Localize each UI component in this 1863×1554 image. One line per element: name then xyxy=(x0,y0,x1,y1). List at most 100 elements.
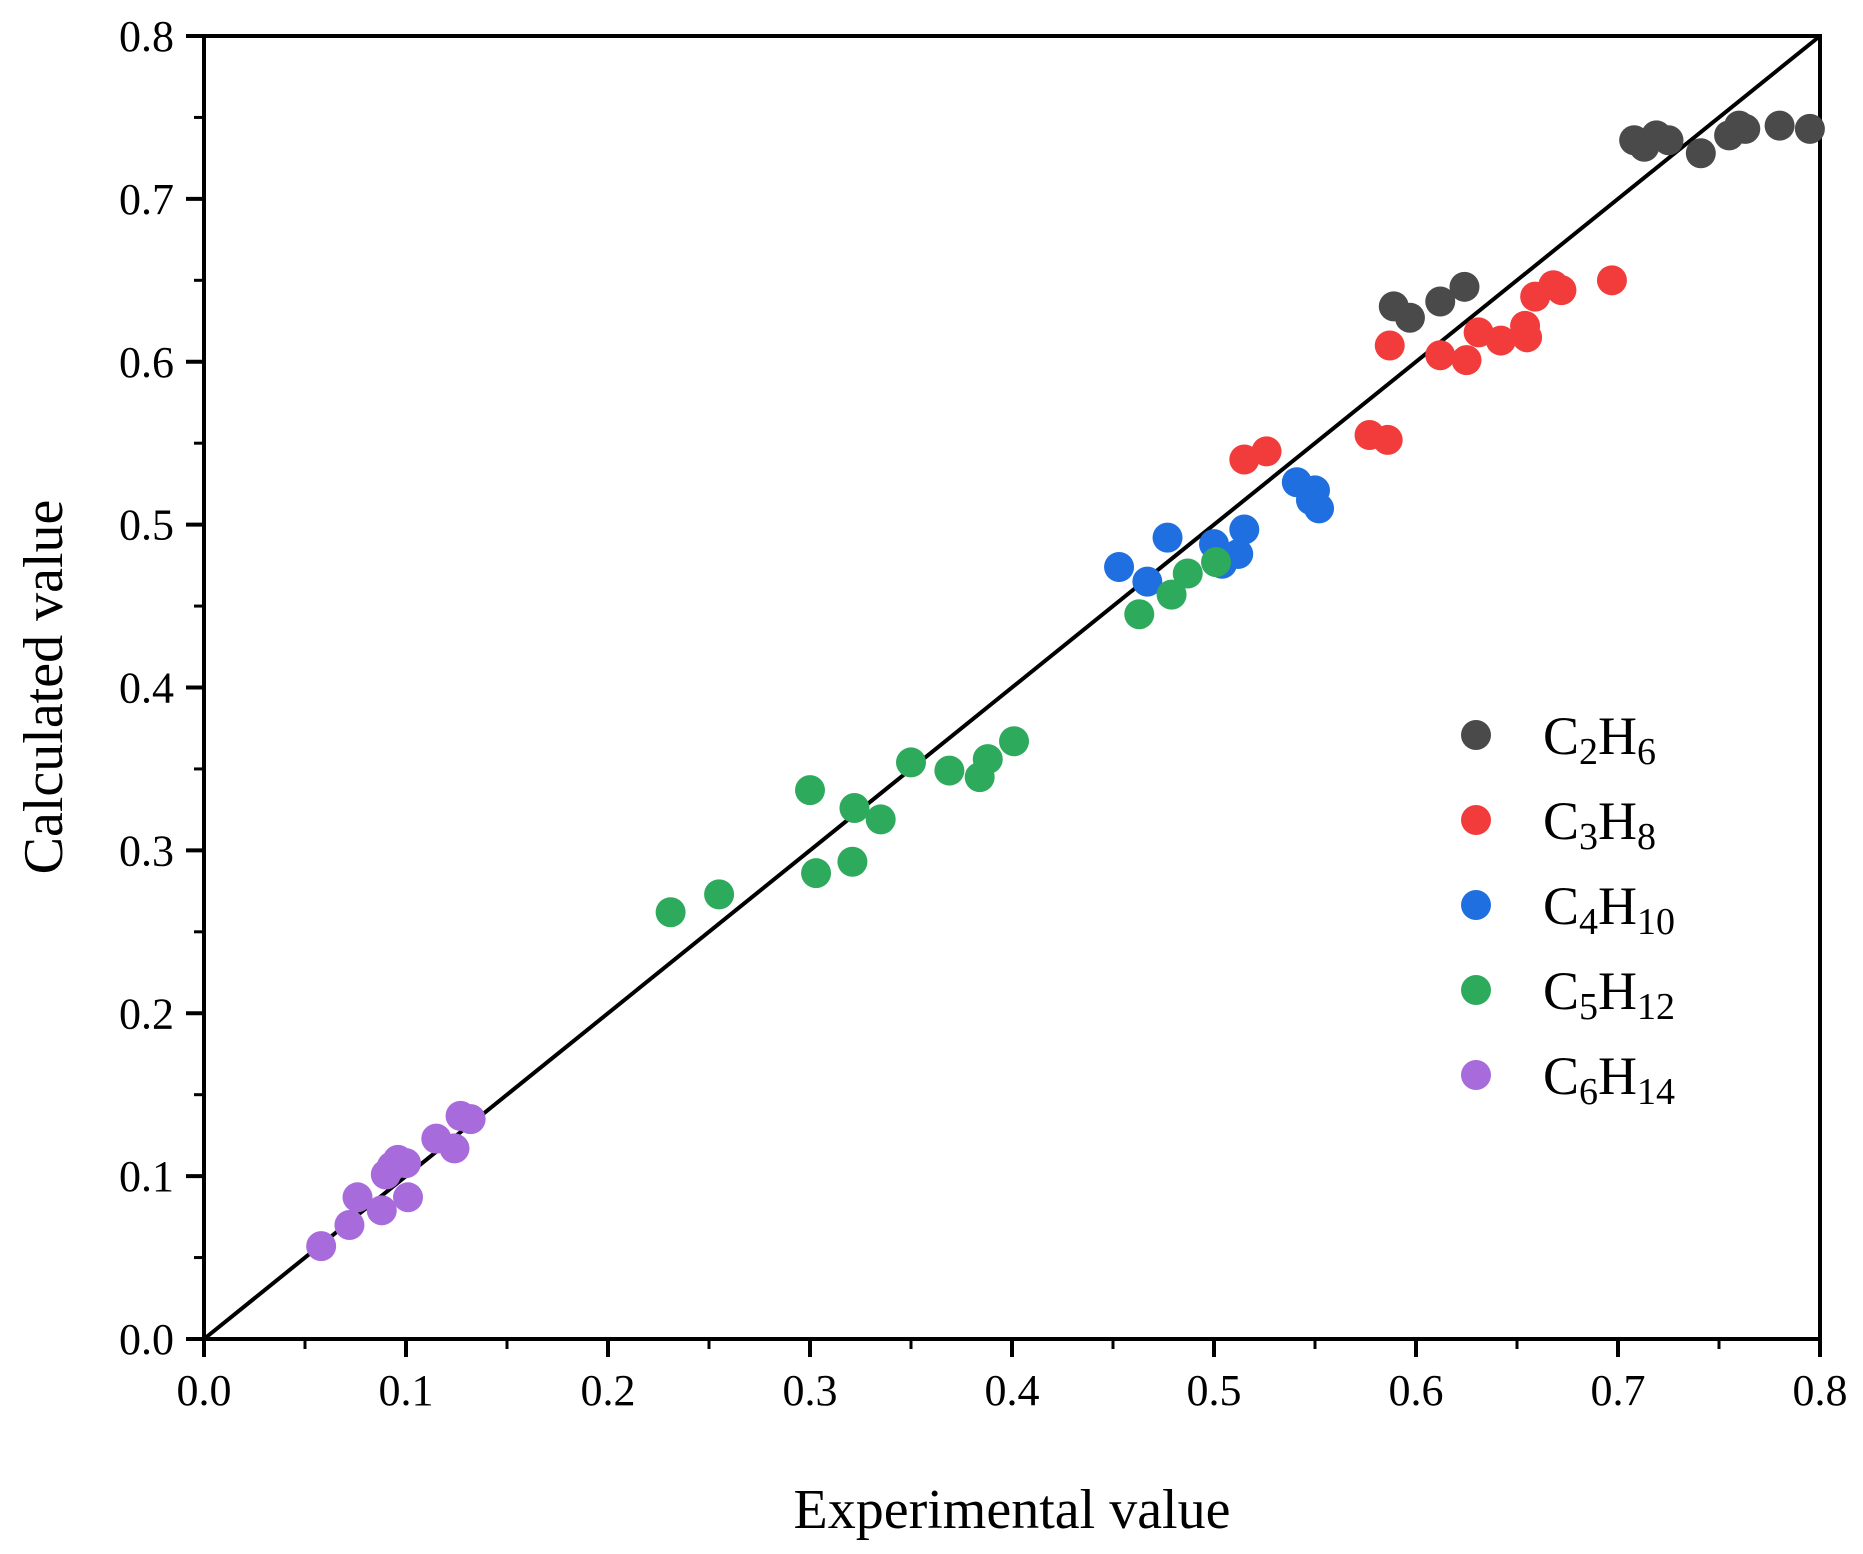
data-point xyxy=(306,1231,337,1262)
legend-label-text: H xyxy=(1598,876,1637,936)
data-point xyxy=(1152,522,1183,553)
data-point xyxy=(1685,138,1716,169)
data-point xyxy=(1374,330,1405,361)
x-tick-label: 0.5 xyxy=(1187,1366,1242,1415)
data-point xyxy=(1546,275,1577,306)
data-point xyxy=(1794,113,1825,144)
data-point xyxy=(391,1148,421,1179)
data-point xyxy=(1229,514,1260,545)
data-point xyxy=(1730,113,1761,144)
data-point xyxy=(934,755,965,786)
data-point xyxy=(972,744,1003,775)
series-c4h10 xyxy=(1104,467,1335,597)
legend-label: C3H8 xyxy=(1543,791,1656,858)
x-tick-label: 0.7 xyxy=(1591,1366,1646,1415)
legend-marker xyxy=(1461,805,1491,835)
axis-ticks xyxy=(186,34,1822,1357)
legend-item-c5h12: C5H12 xyxy=(1461,961,1675,1028)
y-tick-label: 0.0 xyxy=(119,1315,174,1364)
x-tick-label: 0.0 xyxy=(177,1366,232,1415)
data-point xyxy=(1764,110,1795,141)
legend-item-c6h14: C6H14 xyxy=(1461,1046,1675,1113)
data-point xyxy=(1124,599,1155,630)
legend-label-text: C xyxy=(1543,961,1579,1021)
data-point xyxy=(1304,493,1335,524)
legend-label-subscript: 4 xyxy=(1579,901,1598,943)
data-point xyxy=(1372,424,1403,455)
x-tick-label: 0.8 xyxy=(1793,1366,1848,1415)
legend-label: C4H10 xyxy=(1543,876,1675,943)
legend-label-subscript: 3 xyxy=(1579,816,1598,858)
data-point xyxy=(1251,436,1282,467)
data-point xyxy=(801,858,832,889)
data-point xyxy=(999,726,1030,757)
series-c6h14 xyxy=(306,1100,486,1262)
y-tick-label: 0.4 xyxy=(119,664,174,713)
y-tick-label: 0.3 xyxy=(119,826,174,875)
data-point xyxy=(1485,325,1516,356)
legend-label-text: C xyxy=(1543,876,1579,936)
y-axis-title: Calculated value xyxy=(13,500,75,875)
legend-label-subscript: 8 xyxy=(1637,816,1656,858)
legend-label-text: C xyxy=(1543,706,1579,766)
legend-label-subscript: 2 xyxy=(1579,731,1598,773)
legend-marker xyxy=(1461,975,1491,1005)
x-tick-label: 0.4 xyxy=(985,1366,1040,1415)
legend-item-c2h6: C2H6 xyxy=(1461,706,1656,773)
legend-label-subscript: 10 xyxy=(1637,901,1675,943)
data-point xyxy=(1596,265,1627,296)
y-tick-label: 0.8 xyxy=(119,12,174,61)
series-c5h12 xyxy=(655,547,1232,928)
series-c3h8 xyxy=(1229,265,1627,475)
legend-item-c3h8: C3H8 xyxy=(1461,791,1656,858)
x-axis-tick-labels: 0.0 0.1 0.2 0.3 0.4 0.5 0.6 0.7 0.8 xyxy=(177,1366,1848,1415)
x-axis-title: Experimental value xyxy=(794,1479,1231,1541)
x-tick-label: 0.1 xyxy=(379,1366,434,1415)
data-point xyxy=(334,1209,365,1240)
data-point xyxy=(1201,547,1232,578)
legend-marker xyxy=(1461,720,1491,750)
legend-label-subscript: 6 xyxy=(1637,731,1656,773)
y-tick-label: 0.5 xyxy=(119,501,174,550)
legend-label: C6H14 xyxy=(1543,1046,1675,1113)
legend-label: C5H12 xyxy=(1543,961,1675,1028)
legend-item-c4h10: C4H10 xyxy=(1461,876,1675,943)
y-tick-label: 0.1 xyxy=(119,1152,174,1201)
legend-label-text: C xyxy=(1543,791,1579,851)
y-tick-label: 0.6 xyxy=(119,338,174,387)
x-tick-label: 0.6 xyxy=(1389,1366,1444,1415)
data-point xyxy=(704,879,735,910)
legend-label-subscript: 5 xyxy=(1579,986,1598,1028)
legend-label: C2H6 xyxy=(1543,706,1656,773)
data-point xyxy=(837,846,868,877)
data-point xyxy=(1425,340,1456,371)
legend-marker xyxy=(1461,890,1491,920)
data-points xyxy=(306,110,1825,1262)
data-point xyxy=(1104,551,1135,582)
data-point xyxy=(1394,302,1425,333)
data-point xyxy=(839,793,870,824)
y-tick-label: 0.7 xyxy=(119,175,174,224)
data-point xyxy=(342,1182,373,1213)
data-point xyxy=(1451,345,1482,376)
legend-label-subscript: 12 xyxy=(1637,986,1675,1028)
data-point xyxy=(795,775,825,806)
legend-marker xyxy=(1461,1060,1491,1090)
series-c2h6 xyxy=(1378,110,1825,333)
legend-label-subscript: 6 xyxy=(1579,1071,1598,1113)
data-point xyxy=(865,804,896,835)
data-point xyxy=(1512,322,1543,353)
legend-label-text: H xyxy=(1598,1046,1637,1106)
y-axis-tick-labels: 0.0 0.1 0.2 0.3 0.4 0.5 0.6 0.7 0.8 xyxy=(119,12,174,1364)
data-point xyxy=(1653,125,1684,156)
data-point xyxy=(1156,579,1187,610)
data-point xyxy=(655,897,686,928)
y-tick-label: 0.2 xyxy=(119,989,174,1038)
data-point xyxy=(1449,271,1480,302)
data-point xyxy=(439,1133,470,1164)
legend-label-text: C xyxy=(1543,1046,1579,1106)
data-point xyxy=(393,1182,424,1213)
legend-label-subscript: 14 xyxy=(1637,1071,1675,1113)
